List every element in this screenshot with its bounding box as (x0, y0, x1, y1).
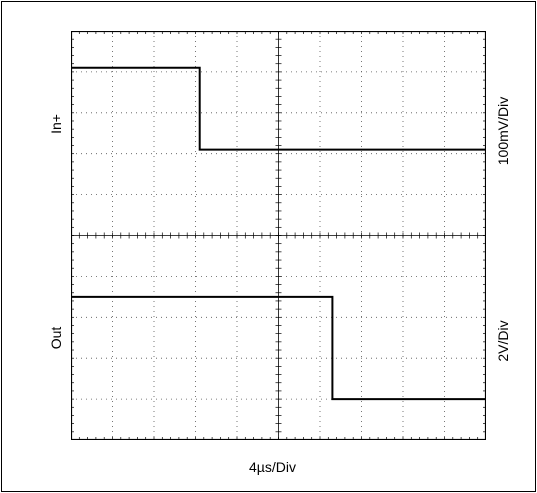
trace-in-plus (71, 66, 486, 151)
trace-out (71, 295, 486, 401)
grid (71, 31, 486, 440)
x-axis-label: 4µs/Div (249, 459, 296, 475)
traces (71, 66, 486, 401)
oscilloscope-plot (71, 31, 486, 440)
plot-border (71, 31, 486, 440)
trace-name-out: Out (48, 326, 64, 350)
scale-label-out: 2V/Div (495, 320, 511, 362)
trace-name-in-plus: In+ (48, 114, 64, 134)
scale-label-in-plus: 100mV/Div (495, 96, 511, 166)
